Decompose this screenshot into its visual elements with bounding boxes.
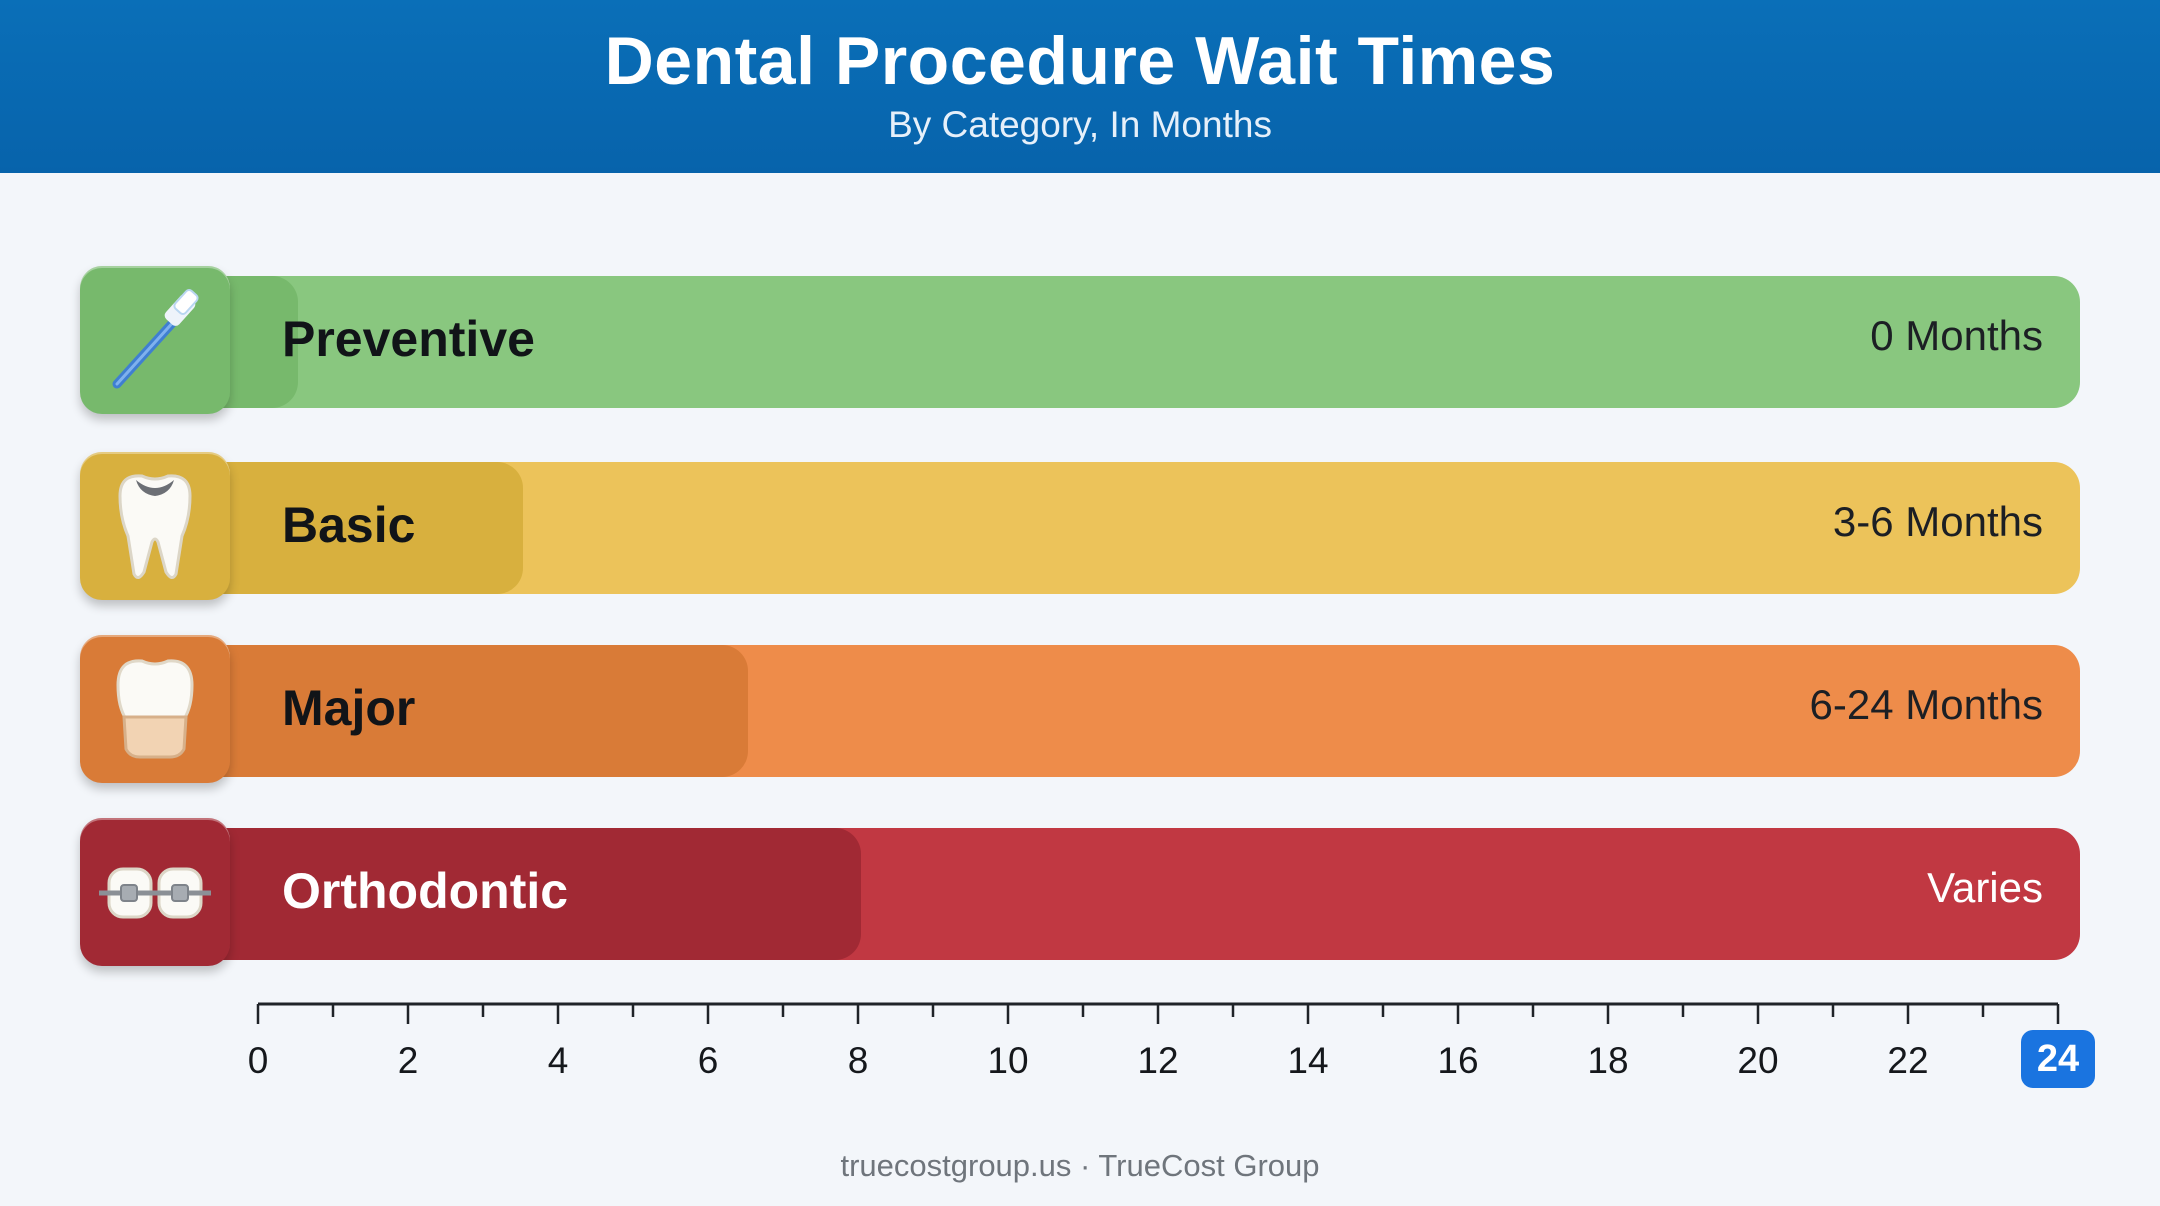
category-label: Preventive xyxy=(282,311,535,367)
bar-row-major: Major 6-24 Months xyxy=(80,635,2080,785)
bar-row-preventive: Preventive 0 Months xyxy=(80,266,2080,416)
chart-title: Dental Procedure Wait Times xyxy=(604,23,1556,99)
category-label: Orthodontic xyxy=(282,863,569,919)
icon-tile xyxy=(80,266,230,414)
tick-label: 24 xyxy=(2021,1030,2095,1088)
tick-label: 4 xyxy=(547,1040,569,1081)
header: Dental Procedure Wait Times By Category,… xyxy=(0,0,2160,173)
tooth-filling-icon xyxy=(118,474,192,579)
tick-label: 20 xyxy=(1737,1040,1779,1081)
icon-tile xyxy=(80,452,230,600)
bar-fill xyxy=(170,645,748,777)
tick-label: 10 xyxy=(987,1040,1029,1081)
bar-track xyxy=(170,276,2080,408)
braces-icon xyxy=(99,867,211,919)
bar-fill xyxy=(170,828,861,960)
tick-label: 18 xyxy=(1587,1040,1629,1081)
category-label: Basic xyxy=(282,497,416,553)
value-label: 3-6 Months xyxy=(1832,498,2043,545)
tick-label: 14 xyxy=(1287,1040,1329,1081)
tick-label: 8 xyxy=(847,1040,869,1081)
value-label: 6-24 Months xyxy=(1809,681,2043,728)
source-footer: truecostgroup.us · TrueCost Group xyxy=(840,1148,1320,1183)
tooth-crown-icon xyxy=(116,659,194,759)
bar-row-orthodontic: Orthodontic Varies xyxy=(80,818,2080,968)
chart-subtitle: By Category, In Months xyxy=(888,104,1272,145)
category-label: Major xyxy=(282,680,416,736)
value-label: Varies xyxy=(1927,864,2043,911)
tick-label: 2 xyxy=(397,1040,419,1081)
tick-label: 22 xyxy=(1887,1040,1929,1081)
bar-row-basic: Basic 3-6 Months xyxy=(80,452,2080,602)
icon-tile xyxy=(80,635,230,783)
tick-label: 16 xyxy=(1437,1040,1479,1081)
value-label: 0 Months xyxy=(1870,312,2043,359)
icon-tile xyxy=(80,818,230,966)
tick-label: 0 xyxy=(247,1040,269,1081)
tick-label: 6 xyxy=(697,1040,719,1081)
tick-label: 12 xyxy=(1137,1040,1179,1081)
toothbrush-icon xyxy=(112,289,199,389)
